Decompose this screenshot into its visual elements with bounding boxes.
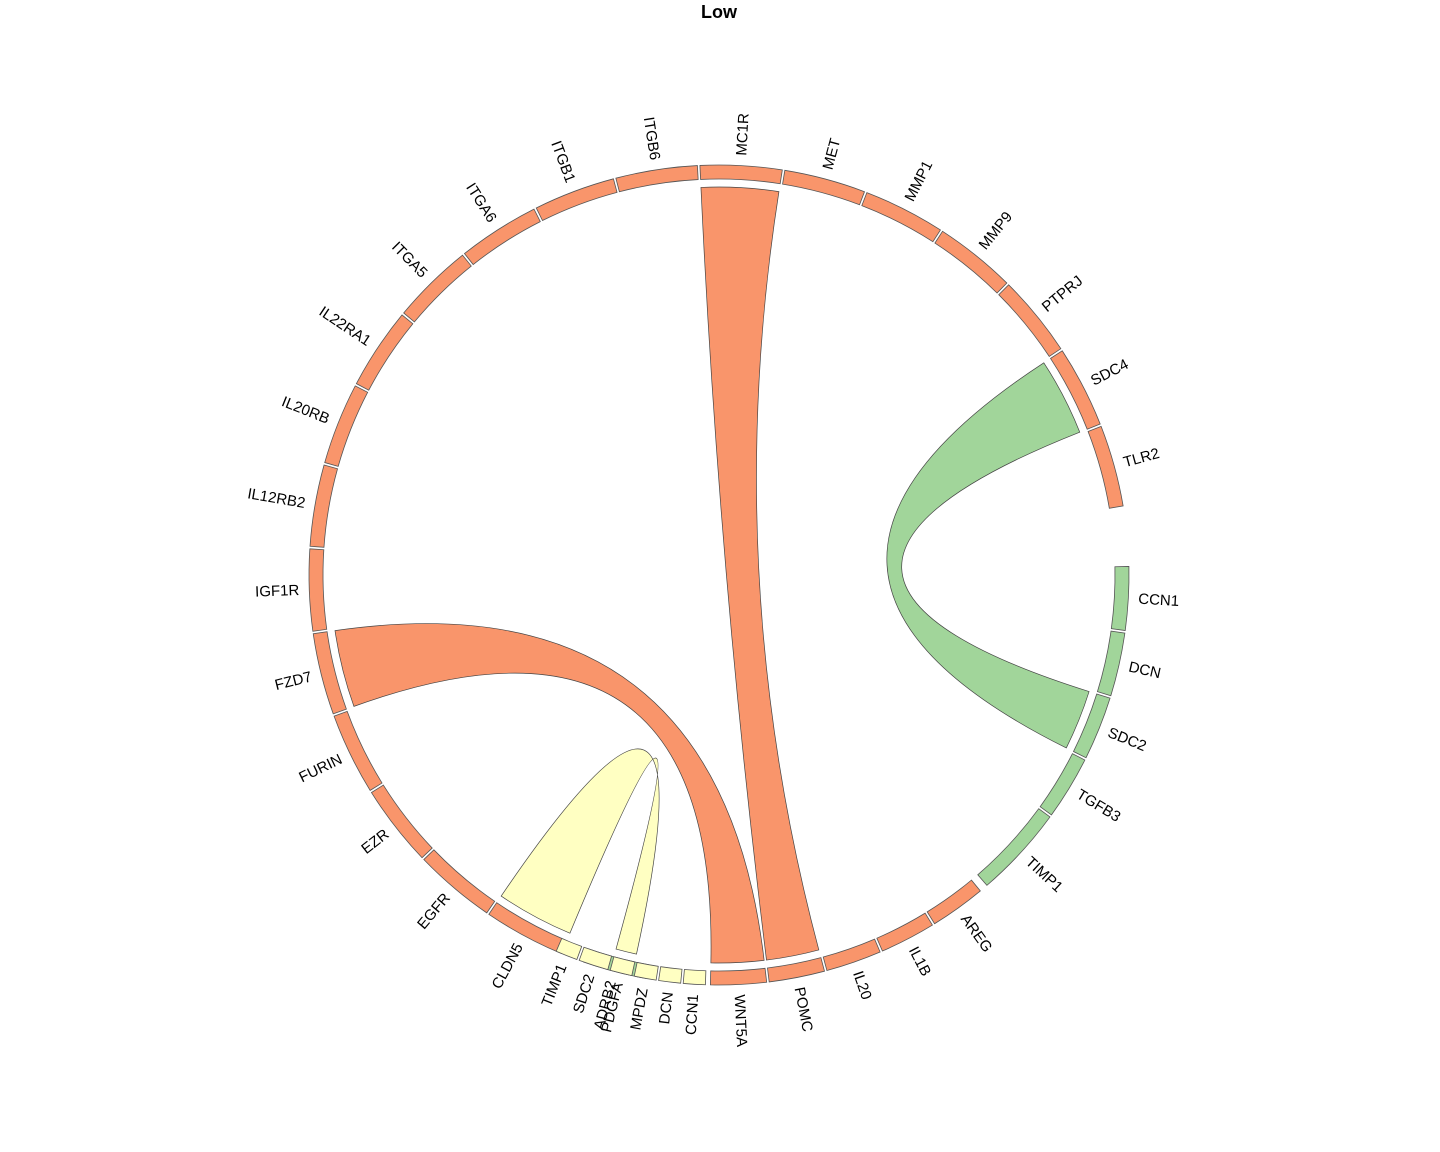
sector-label: CCN1	[683, 994, 702, 1036]
sector-label: IL20RB	[279, 393, 332, 427]
sector-wnt5a	[710, 967, 768, 986]
sector-label: MPDZ	[627, 987, 651, 1032]
sector-label: WNT5A	[731, 994, 750, 1047]
sector-label: CLDN5	[489, 940, 527, 991]
sector-label: POMC	[791, 986, 816, 1034]
sector-il20rb	[324, 385, 369, 467]
sector-label: AREG	[957, 911, 996, 955]
sector-mc1r	[699, 164, 783, 185]
sector-areg	[926, 879, 981, 925]
sector-label: EGFR	[414, 890, 454, 933]
sector-il20	[822, 938, 881, 972]
sector-label: MMP1	[902, 158, 937, 204]
sector-label: MET	[820, 137, 845, 172]
chart-title: Low	[701, 2, 738, 22]
sector-ptprj	[998, 284, 1062, 357]
sector-label: ITGB1	[547, 139, 578, 186]
sector-label: IL22RA1	[316, 303, 374, 349]
sector-pomc	[767, 957, 825, 983]
sector-label: MC1R	[733, 113, 752, 157]
sector-tlr2	[1087, 425, 1124, 509]
sector-label: TGFB3	[1073, 786, 1123, 826]
sector-label: SDC4	[1088, 356, 1131, 389]
sector-label: SDC2	[570, 972, 598, 1015]
sector-mmp1	[861, 192, 941, 243]
sector-label: FZD7	[273, 668, 314, 694]
sector-fzd7	[312, 631, 347, 715]
sector-ezr	[370, 784, 433, 859]
sector-label: TIMP1	[1022, 853, 1066, 895]
sector-label: MMP9	[976, 209, 1016, 253]
sector-met	[782, 169, 866, 206]
sector-ccn1	[1110, 566, 1130, 632]
sector-itgb6	[615, 165, 699, 193]
chord-pdgfa-cldn5	[500, 748, 660, 955]
sector-il22ra1	[355, 314, 414, 391]
sector-furin	[333, 710, 383, 791]
sector-cldn5	[488, 902, 568, 955]
sector-label: CCN1	[1138, 591, 1180, 610]
sector-label: SDC2	[1105, 724, 1148, 755]
sector-label: ITGA6	[462, 180, 500, 226]
sector-itga6	[463, 208, 541, 266]
sector-timp1	[555, 937, 583, 961]
chord-wnt5a-fzd7	[334, 623, 765, 964]
sector-itgb1	[535, 178, 618, 222]
sector-label: TIMP1	[538, 962, 570, 1009]
sector-sdc2	[578, 946, 613, 971]
sector-il12rb2	[309, 464, 339, 548]
sector-timp1	[977, 808, 1051, 886]
sector-dcn	[1096, 630, 1126, 697]
sector-itga5	[403, 254, 472, 323]
sector-label: DCN	[656, 991, 677, 1025]
sector-label: IL20	[849, 969, 875, 1002]
sector-mpdz	[633, 961, 659, 981]
sector-dcn	[658, 966, 683, 984]
sector-egfr	[423, 849, 496, 914]
chord-sdc2-sdc4	[886, 362, 1090, 749]
chord-pomc-mc1r	[700, 186, 820, 961]
sector-label: IL1B	[905, 944, 934, 979]
sector-label: ITGA5	[388, 239, 431, 282]
sector-label: ITGB6	[640, 116, 663, 161]
sector-ccn1	[682, 969, 707, 986]
sector-label: FURIN	[296, 751, 345, 786]
chord-links	[334, 186, 1090, 964]
sector-sdc2	[1072, 693, 1111, 759]
sector-label: IGF1R	[255, 582, 300, 601]
sector-sdc4	[1049, 350, 1101, 430]
sector-label: EZR	[358, 826, 392, 858]
sector-pdgfa	[609, 956, 636, 977]
sector-il1b	[876, 912, 933, 952]
sector-label: PTPRJ	[1039, 272, 1087, 315]
sector-mmp9	[934, 230, 1008, 294]
sector-tgfb3	[1039, 753, 1086, 816]
sector-igf1r	[308, 548, 328, 632]
sector-label: TLR2	[1122, 445, 1162, 471]
sector-label: IL12RB2	[246, 485, 306, 512]
sector-ring	[308, 164, 1130, 986]
sector-label: DCN	[1127, 659, 1162, 683]
